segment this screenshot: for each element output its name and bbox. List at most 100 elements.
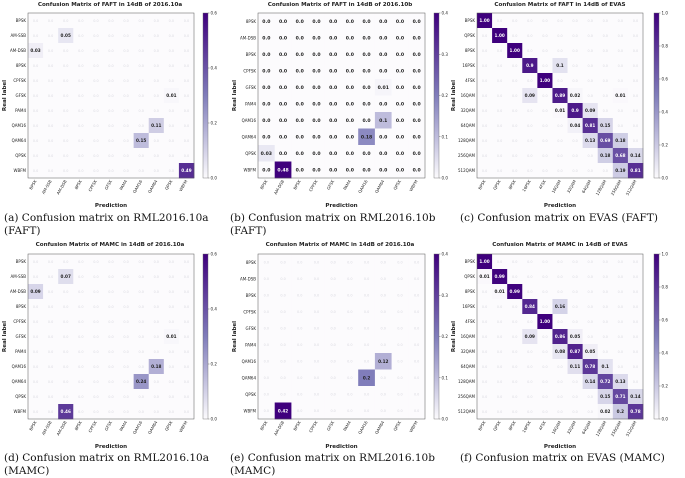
cell-value-label: 0.0: [314, 393, 319, 397]
cell-value-label: 0.0: [33, 350, 38, 354]
cell-value-label: 0.0: [397, 327, 402, 331]
heatmap-cell: [308, 161, 326, 179]
cell-value-label: 0.0: [138, 320, 143, 324]
colorbar-tick-label: 0.6: [662, 77, 669, 82]
cell-value-label: 0.0: [347, 409, 352, 413]
heatmap-cell: [43, 404, 59, 420]
heatmap-cell: [73, 269, 89, 285]
heatmap-cell: [308, 336, 326, 354]
x-tick-label: 128QAM: [595, 179, 608, 197]
cell-value-label: 0.0: [633, 365, 638, 369]
y-tick-label: CPFSK: [13, 319, 26, 324]
x-tick-label: CPFSK: [308, 179, 319, 193]
cell-value-label: 0.0: [618, 109, 623, 113]
cell-value-label: 0.0: [312, 52, 320, 58]
heatmap-cell: [507, 374, 523, 390]
cell-value-label: 0.0: [557, 275, 562, 279]
cell-value-label: 0.0: [603, 79, 608, 83]
x-tick-label: WBFM: [408, 420, 419, 434]
x-tick-label: AM-DSB: [55, 420, 67, 437]
cell-value-label: 0.0: [138, 410, 143, 414]
heatmap-cell: [507, 13, 523, 29]
cell-value-label: 0.0: [603, 275, 608, 279]
cell-value-label: 0.0: [572, 154, 577, 158]
confusion-panel-4: Confusion Matrix of MAMC in 14dB of 2016…: [2, 242, 217, 450]
cell-value-label: 0.0: [482, 79, 487, 83]
cell-value-label: 0.0: [314, 294, 319, 298]
y-tick-label: 512QAM: [458, 168, 476, 173]
heatmap-cell: [291, 386, 309, 403]
heatmap-cell: [291, 95, 309, 113]
cell-value-label: 0.0: [633, 350, 638, 354]
heatmap-cell: [537, 103, 553, 119]
cell-value-label: 0.0: [123, 124, 128, 128]
cell-value-label: 0.0: [482, 94, 487, 98]
cell-value-label: 0.2: [617, 409, 625, 414]
cell-value-label: 0.0: [33, 79, 38, 83]
heatmap-cell: [612, 374, 629, 390]
cell-value-label: 0.0: [169, 410, 174, 414]
cell-value-label: 0.0: [542, 335, 547, 339]
cell-value-label: 0.0: [364, 327, 369, 331]
x-tick-label: QAM16: [357, 420, 369, 435]
colorbar-tick-label: 0.0: [662, 176, 669, 181]
cell-value-label: 0.0: [264, 310, 269, 314]
cell-value-label: 0.0: [482, 290, 487, 294]
cell-value-label: 0.0: [123, 275, 128, 279]
cell-value-label: 0.0: [497, 320, 502, 324]
heatmap-cell: [358, 303, 376, 321]
heatmap-cell: [537, 58, 553, 74]
cell-value-label: 0.0: [312, 85, 320, 91]
heatmap-cell: [391, 161, 409, 179]
cell-value-label: 0.0: [138, 305, 143, 309]
cell-value-label: 0.15: [600, 394, 610, 399]
heatmap-cell: [88, 133, 104, 149]
cell-value-label: 0.0: [93, 124, 98, 128]
cell-value-label: 0.0: [396, 101, 404, 107]
cell-value-label: 0.0: [48, 79, 53, 83]
y-tick-label: CPFSK: [243, 68, 256, 73]
y-tick-label: AM-DSB: [240, 35, 256, 40]
heatmap-cell: [477, 163, 493, 179]
heatmap-cell: [341, 112, 359, 129]
x-tick-label: GFSK: [326, 179, 336, 191]
heatmap-cell: [552, 148, 568, 164]
y-tick-label: QAM16: [12, 123, 27, 128]
cell-value-label: 0.0: [413, 134, 421, 140]
cell-value-label: 0.0: [154, 380, 159, 384]
cell-value-label: 0.0: [512, 94, 517, 98]
heatmap-cell: [567, 148, 583, 164]
cell-value-label: 0.0: [587, 49, 592, 53]
cell-value-label: 0.0: [78, 169, 83, 173]
heatmap-cell: [118, 103, 134, 119]
cell-value-label: 0.0: [93, 79, 98, 83]
heatmap-cell: [358, 62, 376, 80]
heatmap-cell: [88, 28, 104, 44]
heatmap-cell: [163, 284, 180, 300]
cell-value-label: 0.0: [347, 360, 352, 364]
cell-value-label: 0.0: [381, 261, 386, 265]
y-tick-label: QAM64: [12, 379, 27, 384]
heatmap-cell: [28, 13, 44, 29]
cell-value-label: 0.0: [138, 34, 143, 38]
heatmap-cell: [567, 13, 583, 29]
heatmap-cell: [374, 128, 392, 146]
heatmap-cell: [73, 404, 89, 420]
heatmap-cell: [58, 28, 74, 44]
cell-value-label: 0.05: [61, 33, 71, 38]
cell-value-label: 0.0: [154, 19, 159, 23]
cell-value-label: 0.0: [108, 139, 113, 143]
heatmap-cell: [178, 314, 195, 330]
cell-value-label: 0.0: [587, 320, 592, 324]
cell-value-label: 0.0: [364, 310, 369, 314]
cell-value-label: 0.01: [555, 108, 565, 113]
heatmap-cell: [507, 254, 523, 270]
cell-value-label: 0.0: [264, 294, 269, 298]
heatmap-cell: [148, 374, 165, 390]
heatmap-cell: [28, 299, 44, 315]
heatmap-cell: [612, 404, 629, 420]
x-tick-label: PAM4: [342, 179, 352, 191]
cell-value-label: 0.0: [603, 64, 608, 68]
cell-value-label: 0.0: [63, 139, 68, 143]
cell-value-label: 0.0: [78, 94, 83, 98]
